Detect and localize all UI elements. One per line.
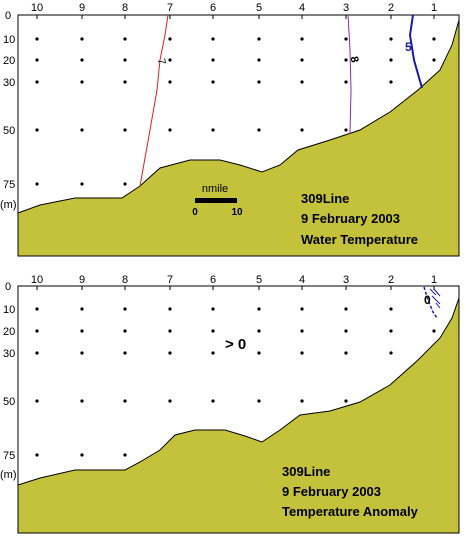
bottom-station-label-3: 3 (343, 274, 349, 286)
bottom-station-label-5: 5 (256, 274, 262, 286)
scale-bar-end: 10 (231, 207, 243, 218)
top-station-label-3: 3 (343, 2, 349, 14)
bottom-depth-label-50: 50 (3, 396, 15, 408)
anomaly-region-label: > 0 (225, 336, 246, 353)
top-seabed (17, 19, 460, 257)
top-contour-7 (139, 14, 169, 187)
top-sampling-points (35, 37, 436, 186)
bottom-station-label-6: 6 (210, 274, 216, 286)
bottom-depth-label-30: 30 (3, 348, 15, 360)
top-station-ticks (36, 15, 435, 19)
bottom-sampling-points (35, 307, 436, 457)
top-contour-label-5: 5 (405, 40, 412, 54)
top-station-label-1: 1 (431, 2, 437, 14)
top-contour-5 (408, 14, 423, 89)
top-station-label-2: 2 (388, 2, 394, 14)
bottom-station-label-4: 4 (299, 274, 305, 286)
bottom-station-label-8: 8 (122, 274, 128, 286)
bottom-caption-line1: 309Line (282, 464, 330, 479)
scale-bar: nmile 0 10 (192, 183, 243, 218)
top-depth-label-50: 50 (3, 125, 15, 137)
bottom-contour-label-0: 0 (424, 293, 431, 307)
top-station-label-8: 8 (122, 2, 128, 14)
top-contour-label-7: 7 (155, 57, 168, 65)
bottom-depth-label-0: 0 (5, 281, 11, 293)
top-station-label-6: 6 (210, 2, 216, 14)
bottom-contour-0 (423, 286, 438, 319)
top-station-label-7: 7 (167, 2, 173, 14)
bottom-caption-line2: 9 February 2003 (282, 484, 381, 499)
top-depth-unit: (m) (0, 199, 17, 211)
top-station-label-4: 4 (299, 2, 305, 14)
bottom-station-label-7: 7 (167, 274, 173, 286)
bottom-seabed (17, 297, 460, 534)
top-caption-line3: Water Temperature (301, 232, 418, 247)
bottom-caption-line3: Temperature Anomaly (282, 504, 419, 519)
top-depth-label-75: 75 (3, 179, 15, 191)
top-contour-8 (347, 14, 352, 135)
bottom-depth-label-75: 75 (3, 450, 15, 462)
bottom-station-ticks (36, 286, 435, 290)
bottom-depth-label-20: 20 (3, 326, 15, 338)
top-station-label-9: 9 (79, 2, 85, 14)
bottom-station-label-2: 2 (388, 274, 394, 286)
scale-bar-start: 0 (192, 207, 198, 218)
top-station-label-5: 5 (256, 2, 262, 14)
bottom-depth-label-10: 10 (3, 304, 15, 316)
top-caption-line1: 309Line (301, 191, 349, 206)
top-depth-label-0: 0 (5, 10, 11, 22)
negative-anomaly-hatch (429, 288, 441, 309)
scale-bar-rule (195, 198, 237, 203)
top-depth-label-20: 20 (3, 55, 15, 67)
water-temperature-panel: 10 9 8 7 6 5 4 3 2 1 0 10 20 30 50 75 (m… (0, 2, 460, 257)
top-depth-label-10: 10 (3, 34, 15, 46)
bottom-station-label-10: 10 (31, 274, 43, 286)
bottom-station-label-1: 1 (431, 274, 437, 286)
top-caption-line2: 9 February 2003 (301, 211, 400, 226)
top-depth-label-30: 30 (3, 77, 15, 89)
top-station-label-10: 10 (31, 2, 43, 14)
temperature-anomaly-panel: 10 9 8 7 6 5 4 3 2 1 0 10 20 30 50 75 (m… (0, 274, 460, 534)
bottom-station-label-9: 9 (79, 274, 85, 286)
top-contour-label-8: 8 (348, 55, 361, 63)
bottom-depth-unit: (m) (0, 469, 17, 481)
scale-bar-unit: nmile (202, 183, 228, 195)
